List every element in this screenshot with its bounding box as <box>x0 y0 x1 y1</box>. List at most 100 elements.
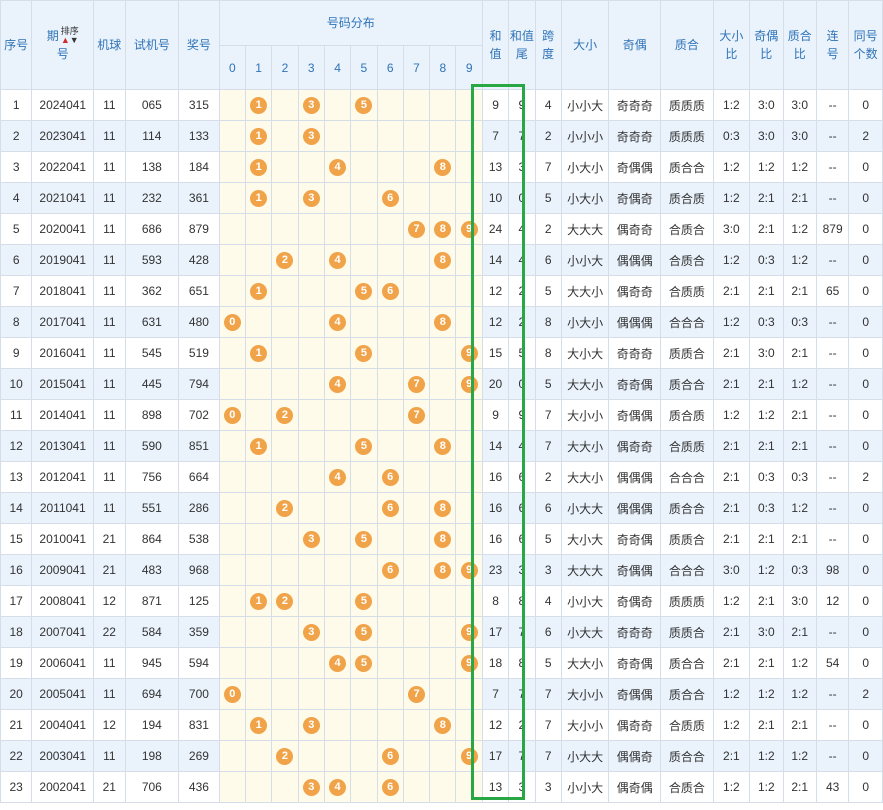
cell-issue: 2004041 <box>31 709 95 741</box>
cell-issue: 2024041 <box>31 89 95 121</box>
dist-cell-4 <box>323 740 352 772</box>
cell-test-no: 232 <box>124 182 180 214</box>
col-prize: 奖号 <box>178 0 220 90</box>
dist-cell-3 <box>297 740 325 772</box>
cell-same-count: 2 <box>848 120 883 152</box>
dist-cell-0 <box>218 647 246 679</box>
table-row: 13 2012041 11 756 664 4 6 16 6 2 大大小 偶偶偶 合合合 2:1 0:3 0:… <box>0 461 883 493</box>
cell-sum-tail: 7 <box>508 740 536 772</box>
cell-sum-tail: 7 <box>508 616 536 648</box>
dist-cell-7 <box>402 523 431 555</box>
cell-size-ratio: 1:2 <box>712 306 751 338</box>
dist-cell-6: 6 <box>376 554 404 586</box>
cell-prize: 794 <box>178 368 220 400</box>
cell-size: 大大小 <box>560 430 610 462</box>
number-ball: 5 <box>355 344 373 362</box>
cell-prime-ratio: 1:2 <box>782 151 817 183</box>
number-ball: 8 <box>434 716 452 734</box>
dist-cell-1: 1 <box>244 430 273 462</box>
cell-size-ratio: 2:1 <box>712 647 751 679</box>
dist-cell-4 <box>323 554 352 586</box>
cell-prime-ratio: 1:2 <box>782 244 817 276</box>
cell-test-no: 756 <box>124 461 180 493</box>
dist-cell-8: 8 <box>429 523 457 555</box>
dist-cell-8: 8 <box>429 430 457 462</box>
dist-cell-8 <box>429 461 457 493</box>
cell-sum: 17 <box>481 740 510 772</box>
cell-seq: 8 <box>0 306 33 338</box>
dist-cell-7 <box>402 709 431 741</box>
cell-sum-tail: 6 <box>508 461 536 493</box>
table-row: 15 2010041 21 864 538 3 5 8 16 6 5 大小大 奇奇偶 质质合 2:1 2:1 2… <box>0 523 883 555</box>
cell-size: 大小大 <box>560 523 610 555</box>
cell-consecutive: -- <box>815 368 850 400</box>
col-span: 跨度 <box>534 0 562 90</box>
cell-same-count: 0 <box>848 182 883 214</box>
cell-consecutive: -- <box>815 120 850 152</box>
cell-size: 大小小 <box>560 709 610 741</box>
cell-issue: 2014041 <box>31 399 95 431</box>
number-ball: 8 <box>434 251 452 269</box>
dist-cell-7 <box>402 306 431 338</box>
dist-cell-3 <box>297 399 325 431</box>
cell-odd-even-ratio: 3:0 <box>749 616 784 648</box>
cell-machine: 11 <box>93 244 126 276</box>
sort-icon[interactable]: 排序 ▲▼ <box>60 26 79 45</box>
cell-span: 4 <box>534 89 562 121</box>
cell-same-count: 0 <box>848 585 883 617</box>
number-ball: 9 <box>460 375 478 393</box>
number-ball: 7 <box>408 375 425 393</box>
cell-test-no: 198 <box>124 740 180 772</box>
cell-odd-even-ratio: 3:0 <box>749 337 784 369</box>
cell-prime-ratio: 1:2 <box>782 647 817 679</box>
cell-sum: 7 <box>481 120 510 152</box>
cell-size-ratio: 1:2 <box>712 244 751 276</box>
cell-size-ratio: 1:2 <box>712 151 751 183</box>
cell-same-count: 0 <box>848 430 883 462</box>
cell-span: 5 <box>534 368 562 400</box>
cell-issue: 2019041 <box>31 244 95 276</box>
dist-cell-2 <box>271 213 299 245</box>
cell-seq: 16 <box>0 554 33 586</box>
dist-cell-9: 9 <box>455 616 483 648</box>
cell-size-ratio: 2:1 <box>712 275 751 307</box>
cell-issue: 2013041 <box>31 430 95 462</box>
number-ball: 4 <box>329 251 347 269</box>
dist-cell-3: 3 <box>297 616 325 648</box>
dist-cell-8 <box>429 89 457 121</box>
dist-cell-6 <box>376 151 404 183</box>
col-issue-sortable[interactable]: 期排序 ▲▼ 号 <box>31 0 95 90</box>
cell-size-ratio: 3:0 <box>712 213 751 245</box>
cell-issue: 2022041 <box>31 151 95 183</box>
cell-issue: 2006041 <box>31 647 95 679</box>
dist-cell-5 <box>350 554 378 586</box>
table-row: 4 2021041 11 232 361 1 3 6 10 0 5 小大小 奇偶奇 质合质 1:2 2:1 2:… <box>0 182 883 214</box>
cell-prime-ratio: 2:1 <box>782 182 817 214</box>
cell-size: 大大大 <box>560 213 610 245</box>
cell-span: 5 <box>534 523 562 555</box>
cell-test-no: 898 <box>124 399 180 431</box>
number-ball: 1 <box>250 437 268 455</box>
cell-machine: 11 <box>93 368 126 400</box>
cell-odd-even-ratio: 1:2 <box>749 399 784 431</box>
cell-prime-ratio: 0:3 <box>782 306 817 338</box>
dist-cell-0 <box>218 709 246 741</box>
dist-cell-7: 7 <box>402 368 431 400</box>
dist-cell-9 <box>455 771 483 803</box>
cell-span: 2 <box>534 461 562 493</box>
dist-cell-9 <box>455 709 483 741</box>
dist-cell-6: 6 <box>376 275 404 307</box>
cell-prime-composite: 质合合 <box>660 492 714 524</box>
cell-test-no: 551 <box>124 492 180 524</box>
dist-cell-1: 1 <box>244 709 273 741</box>
dist-cell-4: 4 <box>323 151 352 183</box>
number-ball: 3 <box>302 778 320 796</box>
cell-prime-ratio: 1:2 <box>782 368 817 400</box>
cell-size: 大大小 <box>560 275 610 307</box>
cell-odd-even: 奇奇偶 <box>608 368 662 400</box>
cell-span: 4 <box>534 585 562 617</box>
cell-prime-composite: 合质合 <box>660 771 714 803</box>
cell-same-count: 0 <box>848 89 883 121</box>
cell-odd-even-ratio: 1:2 <box>749 678 784 710</box>
cell-seq: 17 <box>0 585 33 617</box>
